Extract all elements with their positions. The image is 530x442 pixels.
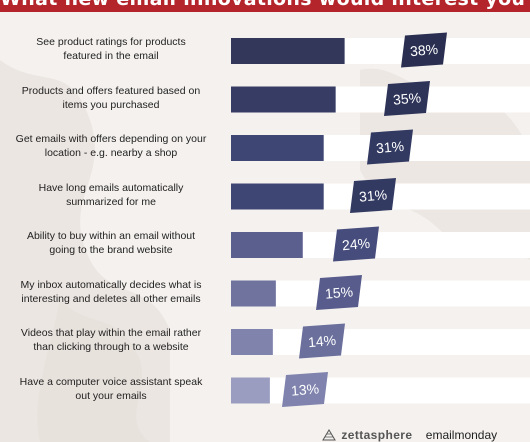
chart-title: What new email innovations would interes… bbox=[0, 0, 530, 12]
bar bbox=[231, 329, 273, 355]
category-label: My inbox automatically decides what is in… bbox=[0, 278, 222, 306]
data-label: 31% bbox=[358, 186, 387, 204]
category-label-line: My inbox automatically decides what is bbox=[20, 278, 202, 291]
bar bbox=[231, 86, 336, 113]
category-label-line: than clicking through to a website bbox=[33, 341, 189, 353]
data-label: 14% bbox=[307, 332, 336, 350]
data-label: 15% bbox=[324, 283, 353, 301]
category-label: Get emails with offers depending on your… bbox=[0, 132, 222, 160]
category-label-line: summarized for me bbox=[66, 195, 156, 208]
value-badge bbox=[282, 372, 328, 407]
category-label: Ability to buy within an email without go… bbox=[0, 229, 222, 257]
bar bbox=[231, 232, 303, 258]
bar-track bbox=[231, 280, 530, 307]
data-label: 24% bbox=[341, 235, 370, 253]
bar-track bbox=[231, 377, 530, 404]
category-label-line: featured in the email bbox=[63, 50, 159, 62]
category-label-line: Have a computer voice assistant speak bbox=[19, 375, 203, 388]
category-label-line: Get emails with offers depending on your bbox=[15, 133, 207, 145]
category-label-line: Products and offers featured based on bbox=[21, 84, 201, 97]
value-badge bbox=[401, 32, 447, 68]
value-badge bbox=[350, 178, 396, 213]
category-label: Have a computer voice assistant speak out… bbox=[0, 375, 222, 403]
footer-brand: zettasphere emailmonday bbox=[322, 427, 530, 442]
value-badge bbox=[316, 275, 362, 310]
category-label: Products and offers featured based on ite… bbox=[0, 84, 222, 112]
value-badge bbox=[299, 323, 345, 359]
category-label-line: items you purchased bbox=[62, 98, 160, 111]
category-label-line: interesting and deletes all other emails bbox=[21, 292, 201, 305]
bar bbox=[231, 280, 276, 307]
category-label-line: out your emails bbox=[75, 389, 147, 402]
bar bbox=[231, 183, 324, 210]
category-label-line: Have long emails automatically bbox=[38, 181, 184, 194]
category-label: Videos that play within the email rather… bbox=[0, 326, 222, 354]
value-badge bbox=[384, 81, 430, 116]
bar-track bbox=[231, 329, 530, 355]
bar bbox=[231, 377, 270, 404]
bar bbox=[231, 38, 345, 64]
footer-brand-emailmonday: emailmonday bbox=[425, 427, 498, 442]
data-label: 13% bbox=[290, 380, 319, 398]
category-label-line: See product ratings for products bbox=[36, 36, 186, 48]
footer-brand-zettasphere: zettasphere bbox=[341, 427, 413, 442]
value-badge bbox=[367, 129, 413, 165]
category-label-line: Videos that play within the email rather bbox=[20, 327, 202, 339]
category-label-line: location - e.g. nearby a shop bbox=[44, 147, 178, 159]
category-label: See product ratings for products featured… bbox=[0, 35, 222, 63]
category-label-line: going to the brand website bbox=[49, 244, 173, 256]
data-label: 38% bbox=[409, 41, 438, 59]
data-label: 31% bbox=[375, 138, 404, 156]
bar bbox=[231, 135, 324, 161]
value-badge bbox=[333, 226, 379, 262]
category-label: Have long emails automatically summarized… bbox=[0, 181, 222, 209]
data-label: 35% bbox=[392, 89, 421, 107]
globe-logo-icon bbox=[322, 428, 336, 441]
category-label-line: Ability to buy within an email without bbox=[26, 230, 196, 242]
